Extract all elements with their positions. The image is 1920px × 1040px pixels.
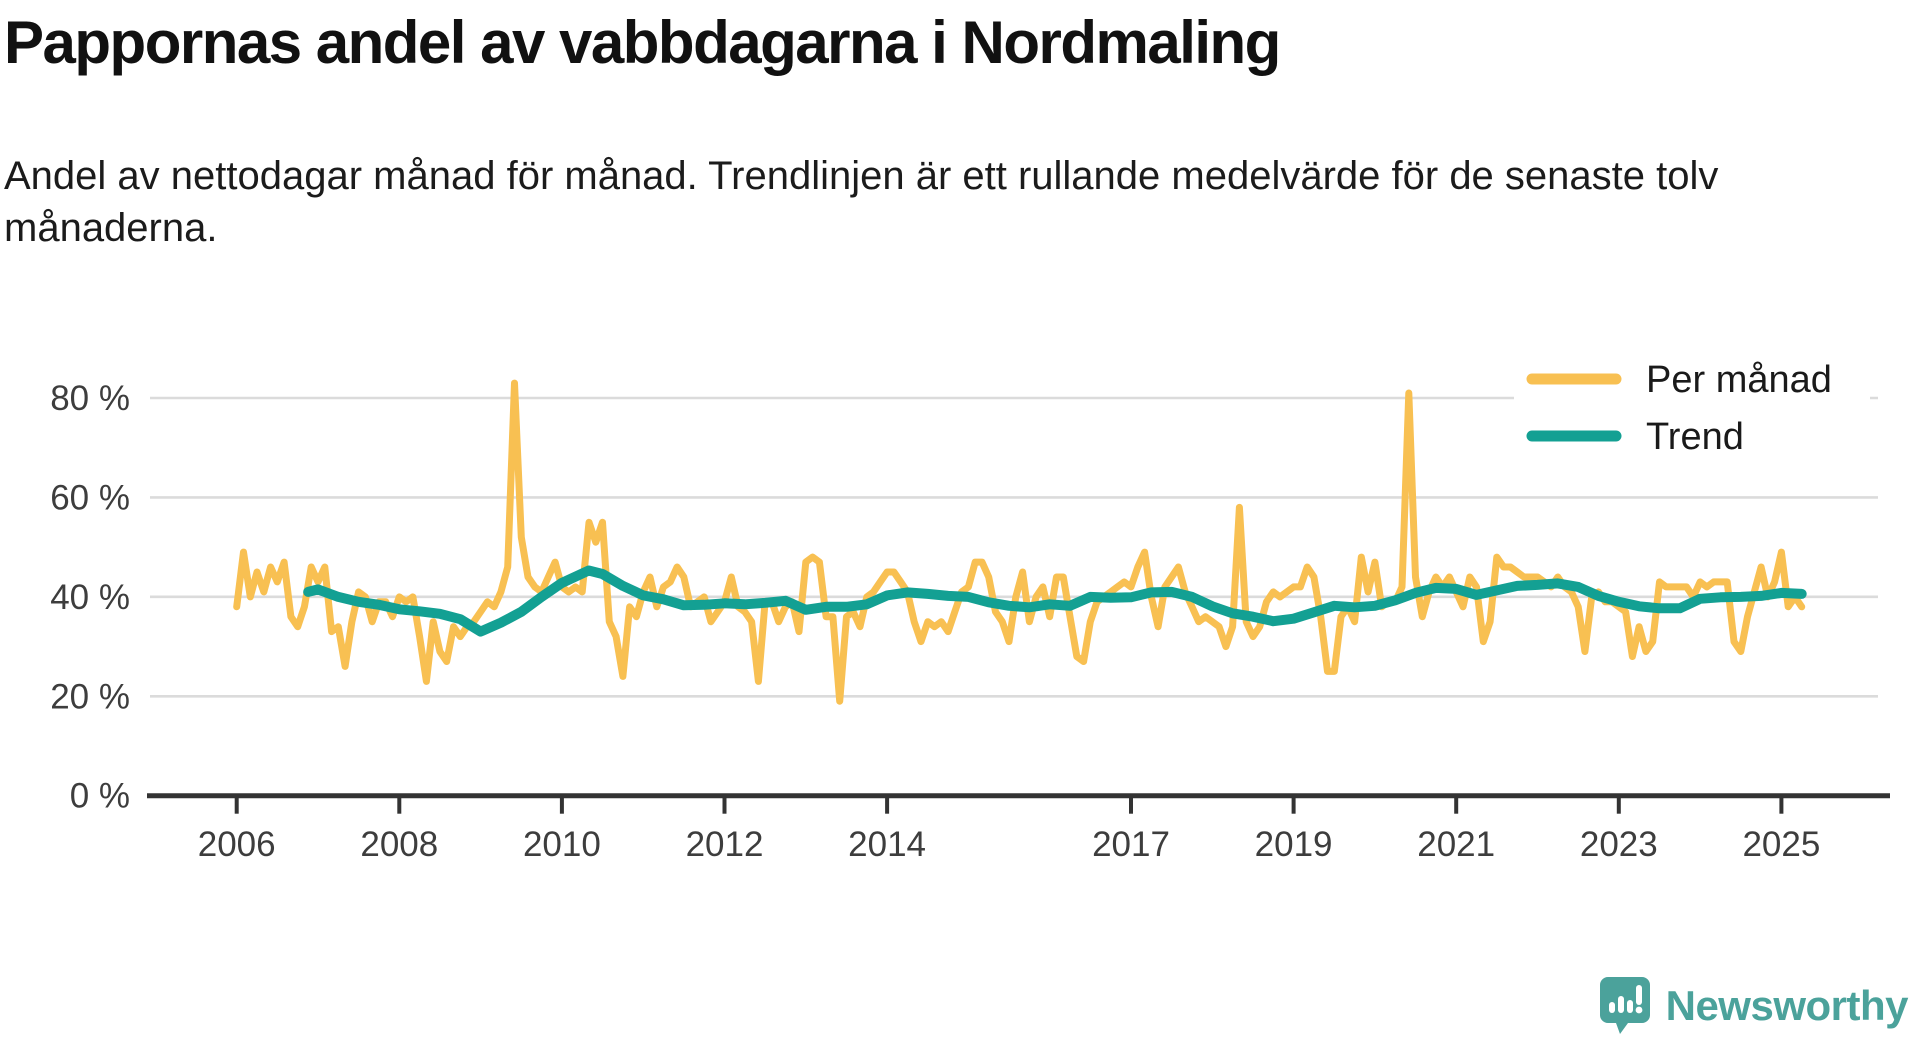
legend-label: Per månad (1646, 359, 1832, 401)
y-axis-tick-label: 80 % (50, 379, 130, 418)
per-month-line (233, 379, 1806, 705)
newsworthy-logo: Newsworthy (1599, 977, 1909, 1034)
x-axis-tick-label: 2017 (1092, 825, 1170, 864)
trend-line (303, 565, 1807, 637)
x-axis-tick-label: 2008 (360, 825, 438, 864)
x-axis-tick-label: 2014 (848, 825, 926, 864)
x-axis-tick-label: 2010 (523, 825, 601, 864)
y-axis-tick-label: 40 % (50, 578, 130, 617)
x-axis-tick-label: 2006 (198, 825, 276, 864)
x-axis-tick-label: 2019 (1255, 825, 1333, 864)
page-title: Pappornas andel av vabbdagarna i Nordmal… (4, 9, 1281, 76)
legend-label: Trend (1646, 416, 1744, 458)
x-axis-tick-label: 2025 (1742, 825, 1820, 864)
x-axis-tick-label: 2021 (1417, 825, 1495, 864)
y-axis-tick-label: 0 % (70, 777, 130, 816)
newsworthy-speech-bubble-bar-chart-icon (1599, 977, 1650, 1034)
x-axis-tick-label: 2023 (1580, 825, 1658, 864)
y-axis-tick-label: 20 % (50, 677, 130, 716)
legend-background (1514, 348, 1870, 466)
y-axis-tick-label: 60 % (50, 478, 130, 517)
x-axis-tick-label: 2012 (686, 825, 764, 864)
newsworthy-logo-text: Newsworthy (1665, 981, 1909, 1029)
page-subtitle: Andel av nettodagar månad för månad. Tre… (4, 154, 1719, 250)
